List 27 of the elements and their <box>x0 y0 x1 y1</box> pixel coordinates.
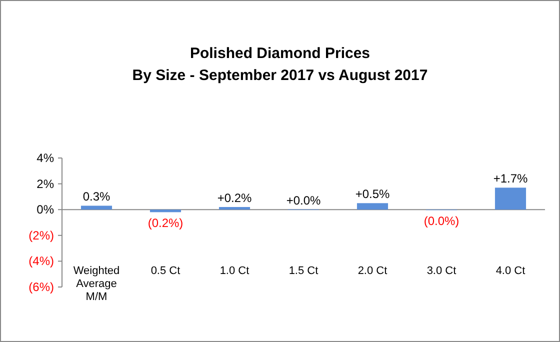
x-tick-label: 0.5 Ct <box>150 265 180 277</box>
x-tick-label: 4.0 Ct <box>496 265 526 277</box>
data-label: (0.2%) <box>148 216 184 230</box>
data-label: +1.7% <box>493 172 528 186</box>
bar <box>356 203 388 210</box>
chart-subtitle: By Size - September 2017 vs August 2017 <box>132 67 428 84</box>
data-label: 0.3% <box>82 190 110 204</box>
chart-title: Polished Diamond Prices <box>190 45 370 62</box>
y-tick-label: (4%) <box>28 254 54 268</box>
x-tick-label: 3.0 Ct <box>426 265 456 277</box>
y-tick-label: (2%) <box>28 228 54 242</box>
x-tick-label: 2.0 Ct <box>358 265 388 277</box>
y-tick-label: 4% <box>36 151 54 165</box>
data-label: +0.2% <box>217 191 252 206</box>
y-tick-label: (6%) <box>28 280 54 294</box>
bar <box>80 206 112 210</box>
x-tick-label: 1.0 Ct <box>220 265 250 277</box>
x-tick-label: 1.5 Ct <box>288 265 318 277</box>
bar <box>494 188 526 210</box>
y-tick-label: 2% <box>36 176 54 191</box>
bar <box>218 207 250 210</box>
x-tick-label: Weighted Average M/M <box>73 265 120 303</box>
bar <box>150 210 182 212</box>
data-label: +0.5% <box>355 187 390 202</box>
data-label: (0.0%) <box>424 214 460 228</box>
y-tick-label: 0% <box>36 202 54 217</box>
data-label: +0.0% <box>286 193 322 208</box>
